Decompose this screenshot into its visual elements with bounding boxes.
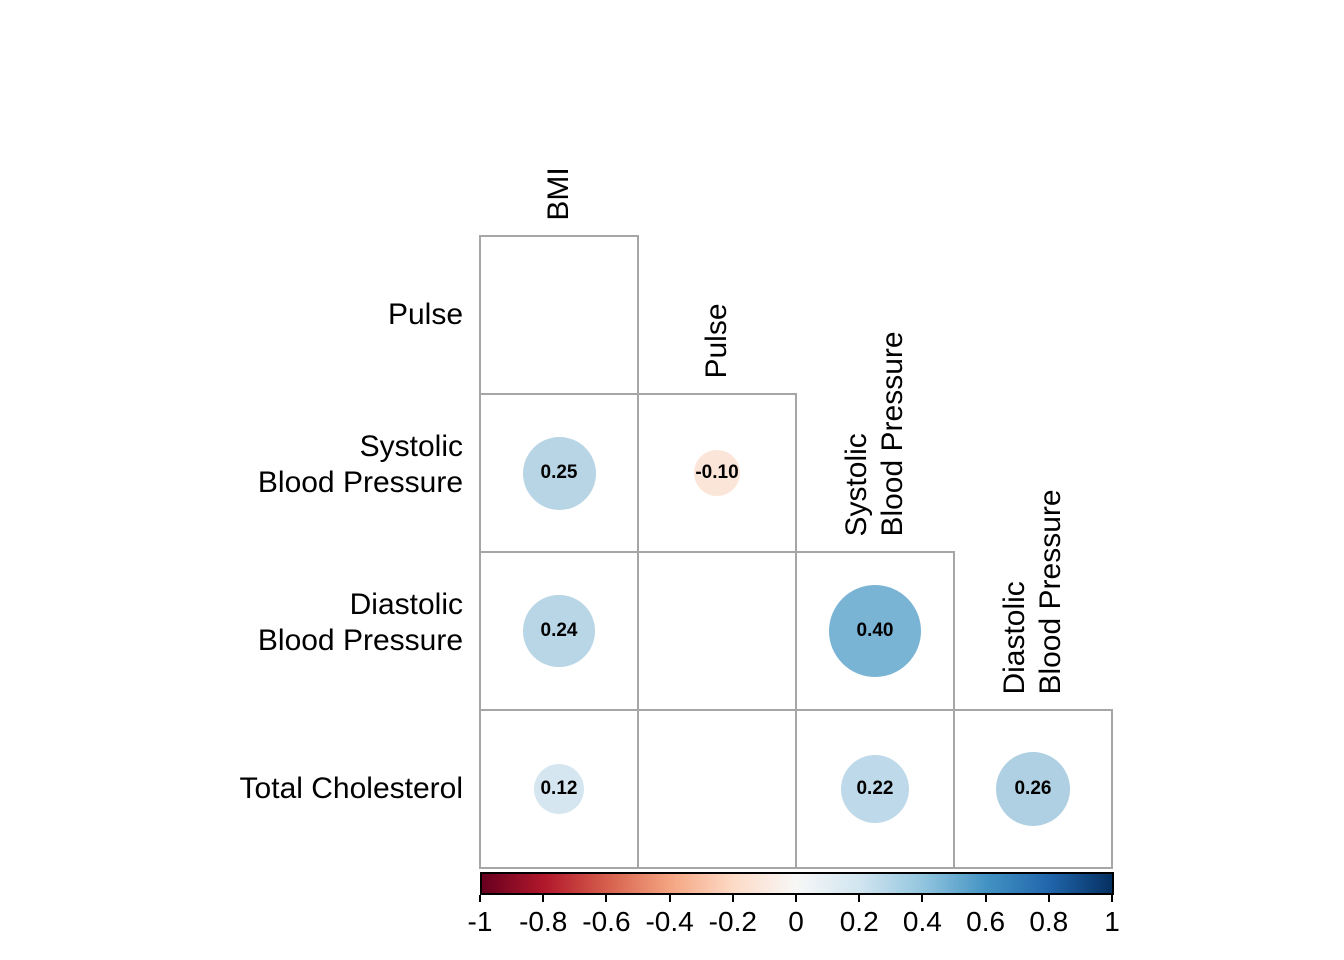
colorbar-tick (1047, 895, 1050, 902)
colorbar-tick-label: 0 (788, 906, 804, 937)
colorbar-tick (921, 895, 924, 902)
correlation-value: 0.22 (856, 777, 894, 799)
correlation-value: -0.10 (695, 461, 739, 483)
row-label-2: Diastolic Blood Pressure (257, 588, 463, 657)
row-label-1: Systolic Blood Pressure (257, 430, 463, 499)
colorbar-tick-label: 1 (1104, 906, 1120, 937)
colorbar-tick-label: 0.4 (902, 906, 942, 937)
col-label-2: Systolic Blood Pressure (840, 330, 909, 537)
correlation-circle-r3-c3: 0.26 (995, 751, 1071, 827)
correlation-circle-r1-c1: -0.10 (693, 449, 741, 497)
row-label-0: Pulse (387, 298, 463, 331)
colorbar-tick-label: 0.8 (1029, 906, 1069, 937)
colorbar-tick (731, 895, 734, 902)
col-label-0: BMI (542, 166, 575, 221)
matrix-cell-r2-c1 (637, 551, 797, 711)
colorbar-tick-label: -0.6 (582, 906, 631, 937)
correlation-value: 0.40 (856, 619, 894, 641)
colorbar-tick-label: 0.6 (966, 906, 1006, 937)
colorbar-tick (605, 895, 608, 902)
colorbar-tick-label: -0.8 (519, 906, 568, 937)
correlation-circle-r1-c0: 0.25 (522, 436, 596, 510)
correlation-circle-r2-c2: 0.40 (828, 584, 922, 678)
correlation-circle-r3-c2: 0.22 (840, 754, 910, 824)
colorbar-tick (668, 895, 671, 902)
correlation-circle-r3-c0: 0.12 (533, 763, 585, 815)
colorbar-tick (795, 895, 797, 902)
colorbar-tick (479, 895, 481, 902)
matrix-cell-r0-c0 (479, 235, 639, 395)
col-label-3: Diastolic Blood Pressure (998, 488, 1067, 695)
col-label-1: Pulse (700, 302, 733, 379)
colorbar-tick-label: -0.2 (708, 906, 757, 937)
row-label-3: Total Cholesterol (239, 772, 463, 805)
colorbar-tick (984, 895, 987, 902)
matrix-cell-r3-c3 (953, 709, 1113, 869)
correlation-value: 0.25 (540, 462, 578, 483)
correlation-value: 0.24 (540, 619, 578, 641)
colorbar-tick (542, 895, 545, 902)
colorbar-tick-label: 0.2 (839, 906, 879, 937)
colorbar (480, 872, 1114, 895)
colorbar-tick (858, 895, 861, 902)
colorbar-tick-label: -1 (467, 906, 493, 937)
colorbar-tick (1111, 895, 1113, 902)
matrix-cell-r3-c1 (637, 709, 797, 869)
colorbar-tick-label: -0.4 (645, 906, 694, 937)
correlation-circle-r2-c0: 0.24 (523, 595, 595, 667)
correlation-value: 0.26 (1014, 777, 1052, 799)
correlation-value: 0.12 (540, 777, 578, 799)
